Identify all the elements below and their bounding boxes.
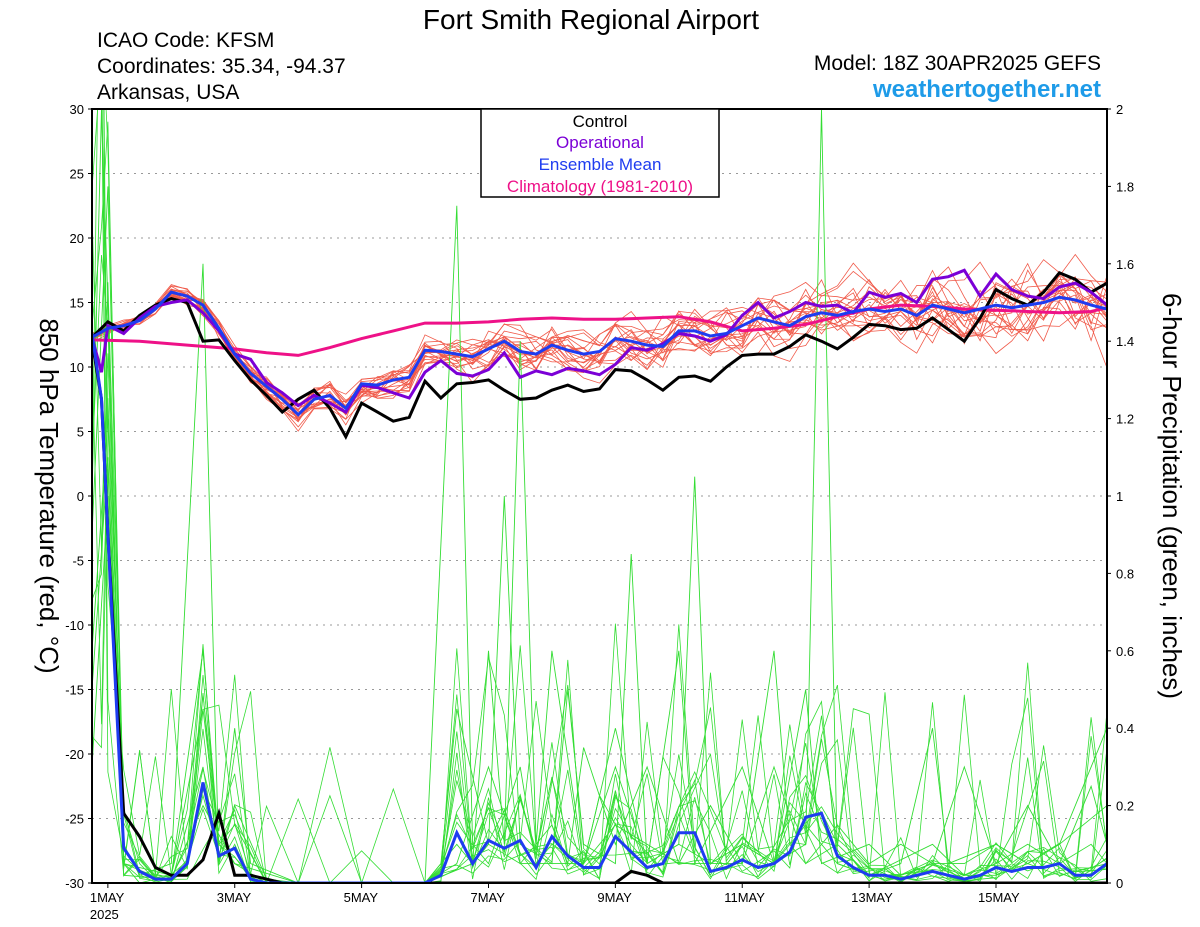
legend-operational: Operational [556, 133, 644, 152]
icao-code: ICAO Code: KFSM [97, 29, 274, 52]
y-tick-label: 15 [70, 296, 84, 311]
precip-member-line [103, 109, 1107, 883]
y-tick-label: -5 [72, 554, 84, 569]
y-tick-label: -20 [65, 747, 84, 762]
region: Arkansas, USA [97, 81, 239, 104]
model-run: Model: 18Z 30APR2025 GEFS [814, 52, 1101, 75]
y2-tick-label: 1.4 [1116, 334, 1134, 349]
chart-title: Fort Smith Regional Airport [423, 4, 759, 35]
x-tick-label: 11MAY [724, 890, 765, 905]
precip-member-line [92, 348, 1107, 883]
x-tick-label: 1MAY [90, 890, 125, 905]
y-tick-label: 5 [77, 425, 84, 440]
y-tick-label: -30 [65, 876, 84, 891]
precip-member-line [92, 469, 1107, 883]
y-tick-label: 20 [70, 231, 84, 246]
ensemble-mean-temp-line [92, 290, 1107, 417]
y-tick-label: 25 [70, 167, 84, 182]
legend-climatology: Climatology (1981-2010) [507, 177, 693, 196]
precip-members [92, 109, 1107, 883]
y-tick-label: 30 [70, 102, 84, 117]
y2-tick-label: 1.2 [1116, 412, 1134, 427]
y2-tick-label: 2 [1116, 102, 1123, 117]
x-tick-label: 9MAY [597, 890, 632, 905]
x-tick-label: 5MAY [344, 890, 379, 905]
gridlines [92, 173, 1107, 819]
x-tick-label: 15MAY [978, 890, 1020, 905]
precip-member-line [92, 186, 1107, 883]
legend-ensemble-mean: Ensemble Mean [539, 155, 662, 174]
control-precip-line [92, 340, 1107, 883]
y2-tick-label: 0.4 [1116, 721, 1134, 736]
x-ticks: 1MAY 2025 3MAY 5MAY 7MAY 9MAY 11MAY 13MAY 15MAY [90, 883, 1020, 922]
brand-link[interactable]: weathertogether.net [872, 76, 1101, 103]
coordinates: Coordinates: 35.34, -94.37 [97, 55, 346, 78]
legend-box [480, 108, 720, 198]
y2-tick-label: 0.8 [1116, 566, 1134, 581]
temp-member-line [92, 261, 1107, 416]
legend-control: Control [573, 112, 628, 131]
precip-member-line [92, 121, 1107, 883]
temp-member-line [92, 278, 1107, 412]
temp-member-line [92, 269, 1107, 406]
operational-temp-line [92, 268, 1107, 415]
precip-member-line [92, 109, 1107, 883]
temp-member-line [92, 285, 1107, 421]
right-ticks: 2 1.8 1.6 1.4 1.2 1 0.8 0.6 0.4 0.2 0 [1107, 102, 1134, 891]
y-tick-label: -25 [65, 812, 84, 827]
y2-axis-title: 6-hour Precipitation (green, inches) [1157, 293, 1187, 699]
operational-series [92, 268, 1107, 415]
y-tick-label: 10 [70, 360, 84, 375]
temp-member-line [92, 269, 1107, 414]
y2-tick-label: 1.6 [1116, 257, 1134, 272]
x-tick-label: 13MAY [851, 890, 893, 905]
control-series [92, 270, 1107, 883]
y-tick-label: -15 [65, 683, 84, 698]
y2-tick-label: 1 [1116, 489, 1123, 504]
y2-tick-label: 0.6 [1116, 644, 1134, 659]
temp-members [92, 253, 1107, 432]
temp-member-line [92, 277, 1107, 416]
legend: Control Operational Ensemble Mean Climat… [480, 108, 720, 198]
left-ticks: 30 25 20 15 10 5 0 -5 -10 -15 -20 -25 -30 [65, 102, 92, 891]
ensemble-mean-series [92, 290, 1107, 883]
x-tick-label: 3MAY [217, 890, 252, 905]
y2-tick-label: 0 [1116, 876, 1123, 891]
y2-tick-label: 1.8 [1116, 179, 1134, 194]
temp-member-line [92, 259, 1107, 415]
y-axis-title: 850 hPa Temperature (red, °C) [34, 318, 64, 673]
x-tick-year: 2025 [90, 907, 119, 922]
ensemble-mean-precip-line [92, 333, 1107, 883]
y-tick-label: 0 [77, 489, 84, 504]
climatology-line [92, 303, 1107, 357]
y-tick-label: -10 [65, 618, 84, 633]
y2-tick-label: 0.2 [1116, 799, 1134, 814]
control-temp-line [92, 270, 1107, 440]
climatology-series [92, 303, 1107, 357]
precip-member-line [92, 457, 1107, 883]
temp-member-line [92, 274, 1107, 423]
x-tick-label: 7MAY [470, 890, 505, 905]
